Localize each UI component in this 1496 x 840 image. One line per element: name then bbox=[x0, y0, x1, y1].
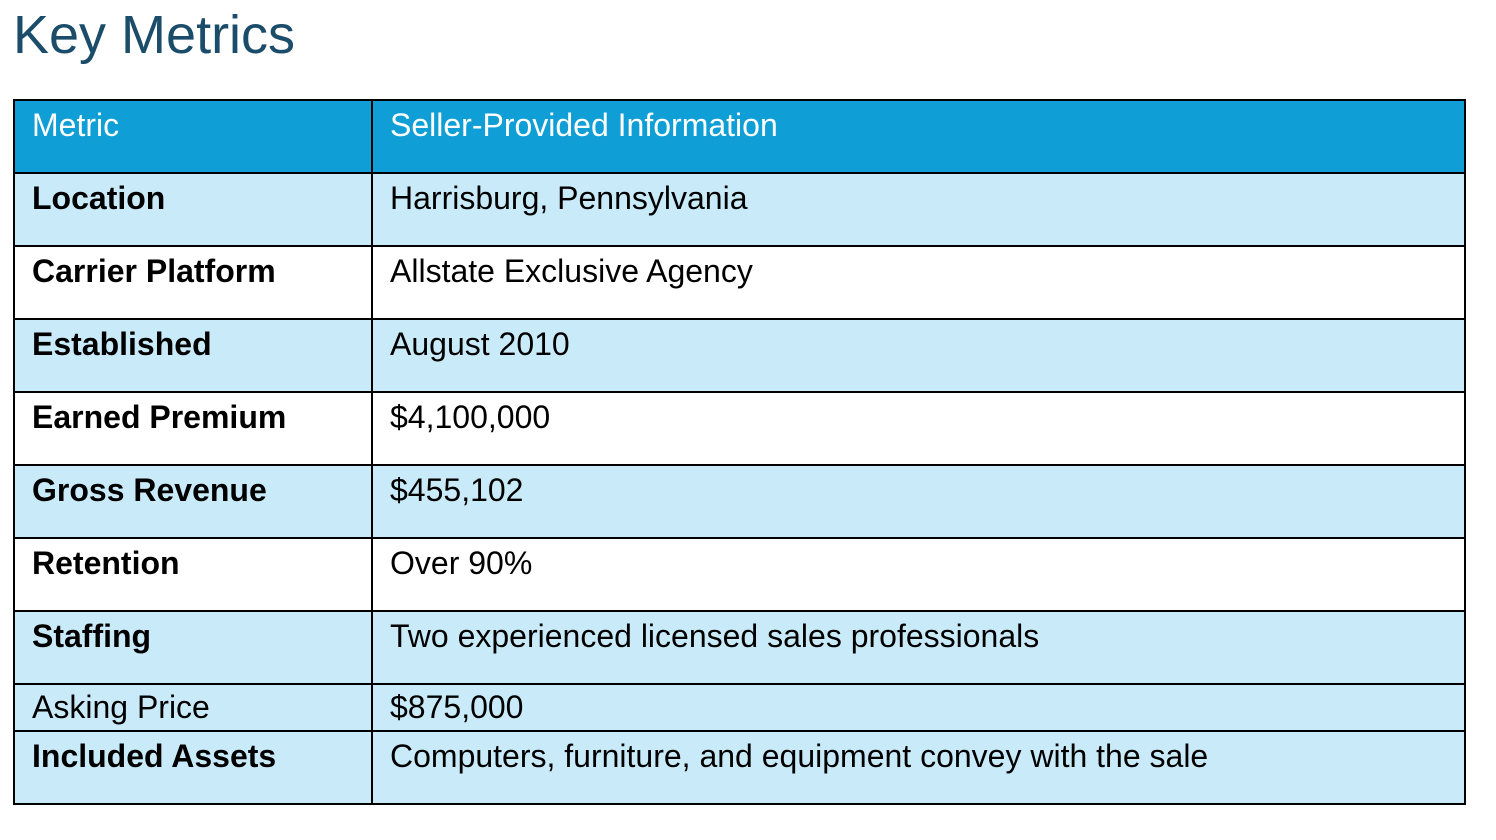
metric: Asking Price bbox=[13, 683, 373, 732]
header-cell: Seller-Provided Information bbox=[371, 99, 1466, 174]
row: Established August 2010 bbox=[13, 318, 1466, 393]
metric: Included Assets bbox=[13, 730, 373, 805]
info: $455,102 bbox=[371, 464, 1466, 539]
info: $4,100,000 bbox=[371, 391, 1466, 466]
metric: Staffing bbox=[13, 610, 373, 685]
info: Computers, furniture, and equipment conv… bbox=[371, 730, 1466, 805]
header-row: Metric Seller-Provided Information bbox=[13, 99, 1466, 174]
row: Earned Premium $4,100,000 bbox=[13, 391, 1466, 466]
row: Gross Revenue $455,102 bbox=[13, 464, 1466, 539]
metric: Location bbox=[13, 172, 373, 247]
info: Over 90% bbox=[371, 537, 1466, 612]
metric: Carrier Platform bbox=[13, 245, 373, 320]
row: Retention Over 90% bbox=[13, 537, 1466, 612]
row: Staffing Two experienced licensed sales p… bbox=[13, 610, 1466, 685]
metric: Established bbox=[13, 318, 373, 393]
row: Location Harrisburg, Pennsylvania bbox=[13, 172, 1466, 247]
title: Key Metrics bbox=[13, 5, 296, 65]
metric: Earned Premium bbox=[13, 391, 373, 466]
info: Harrisburg, Pennsylvania bbox=[371, 172, 1466, 247]
row: Carrier Platform Allstate Exclusive Agenc… bbox=[13, 245, 1466, 320]
info: August 2010 bbox=[371, 318, 1466, 393]
info: Allstate Exclusive Agency bbox=[371, 245, 1466, 320]
info: $875,000 bbox=[371, 683, 1466, 732]
row: Asking Price $875,000 bbox=[13, 683, 1466, 732]
info: Two experienced licensed sales professio… bbox=[371, 610, 1466, 685]
metrics-table: Metric Seller-Provided Information Locat… bbox=[13, 99, 1466, 805]
metric: Gross Revenue bbox=[13, 464, 373, 539]
row: Included Assets Computers, furniture, and… bbox=[13, 730, 1466, 805]
header-cell: Metric bbox=[13, 99, 373, 174]
metric: Retention bbox=[13, 537, 373, 612]
